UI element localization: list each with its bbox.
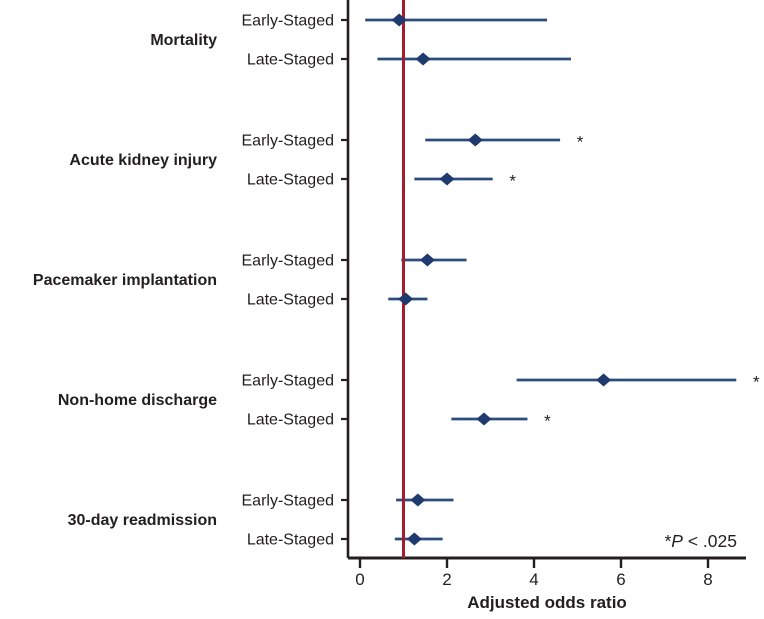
x-tick-label: 0 xyxy=(355,570,364,589)
significance-asterisk: * xyxy=(753,373,760,392)
row-label: Late-Staged xyxy=(247,532,334,549)
x-axis-title: Adjusted odds ratio xyxy=(467,593,627,612)
or-diamond xyxy=(410,493,426,507)
outcome-group-label: Acute kidney injury xyxy=(69,152,217,169)
row-label: Early-Staged xyxy=(242,253,335,270)
x-tick-label: 2 xyxy=(442,570,451,589)
row-label: Late-Staged xyxy=(247,292,334,309)
or-diamond xyxy=(391,13,407,27)
row-label: Late-Staged xyxy=(247,172,334,189)
x-tick-label: 8 xyxy=(703,570,712,589)
outcome-group-label: Mortality xyxy=(150,32,217,49)
or-diamond xyxy=(467,133,483,147)
x-tick-label: 4 xyxy=(529,570,538,589)
row-label: Early-Staged xyxy=(242,493,335,510)
row-label: Early-Staged xyxy=(242,373,335,390)
significance-asterisk: * xyxy=(509,172,516,191)
p-value-footnote: *P < .025 xyxy=(664,531,737,551)
row-label: Late-Staged xyxy=(247,412,334,429)
outcome-group-label: Non-home discharge xyxy=(58,392,217,409)
significance-asterisk: * xyxy=(544,412,551,431)
or-diamond xyxy=(439,172,455,186)
or-diamond xyxy=(398,292,414,306)
row-label: Late-Staged xyxy=(247,52,334,69)
or-diamond xyxy=(406,532,422,546)
outcome-group-label: 30-day readmission xyxy=(68,512,217,529)
or-diamond xyxy=(476,412,492,426)
or-diamond xyxy=(415,52,431,66)
outcome-group-label: Pacemaker implantation xyxy=(33,272,217,289)
x-tick-label: 6 xyxy=(616,570,625,589)
significance-asterisk: * xyxy=(577,133,584,152)
or-diamond xyxy=(419,253,435,267)
or-diamond xyxy=(596,373,612,387)
row-label: Early-Staged xyxy=(242,133,335,150)
row-label: Early-Staged xyxy=(242,13,335,30)
